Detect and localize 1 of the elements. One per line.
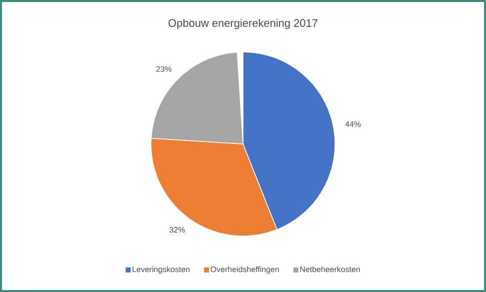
chart-title: Opbouw energierekening 2017 (168, 18, 318, 30)
